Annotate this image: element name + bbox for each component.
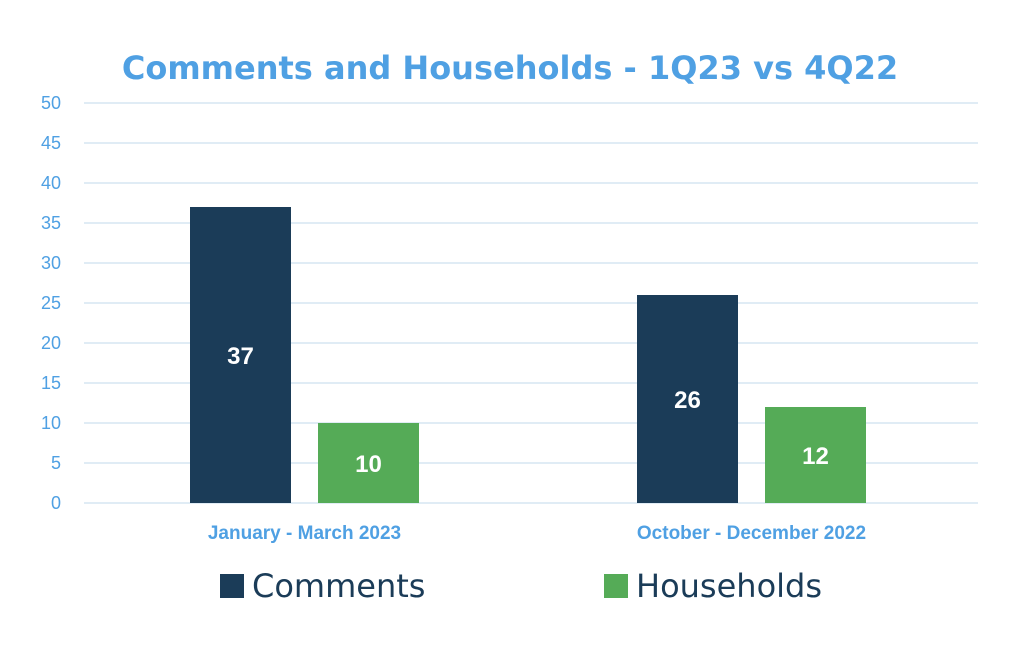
legend-label: Households (636, 567, 822, 605)
y-tick-label: 25 (41, 293, 61, 313)
bars (190, 207, 866, 503)
x-axis-ticks: January - March 2023 October - December 2… (208, 523, 866, 544)
bar-households-1 (765, 407, 866, 503)
y-tick-label: 50 (41, 93, 61, 113)
y-tick-label: 10 (41, 413, 61, 433)
legend-label: Comments (252, 567, 425, 605)
bar-comments-1 (637, 295, 738, 503)
data-label-comments-1: 26 (674, 387, 701, 414)
y-tick-label: 35 (41, 213, 61, 233)
y-tick-label: 30 (41, 253, 61, 273)
y-tick-label: 20 (41, 333, 61, 353)
y-tick-label: 40 (41, 173, 61, 193)
legend: Comments Households (220, 567, 822, 605)
data-label-households-0: 10 (355, 451, 382, 478)
legend-item-comments: Comments (220, 567, 425, 605)
y-tick-label: 0 (51, 493, 61, 513)
x-tick-label: January - March 2023 (208, 523, 401, 544)
legend-swatch (220, 574, 244, 598)
x-tick-label: October - December 2022 (637, 523, 866, 544)
chart-title: Comments and Households - 1Q23 vs 4Q22 (122, 49, 898, 87)
bar-households-0 (318, 423, 419, 503)
data-label-households-1: 12 (802, 443, 829, 470)
y-tick-label: 45 (41, 133, 61, 153)
y-tick-label: 15 (41, 373, 61, 393)
data-labels: 37 10 26 12 (227, 343, 829, 478)
legend-swatch (604, 574, 628, 598)
legend-item-households: Households (604, 567, 822, 605)
bar-comments-0 (190, 207, 291, 503)
data-label-comments-0: 37 (227, 343, 254, 370)
y-axis-ticks: 0 5 10 15 20 25 30 35 40 45 50 (41, 93, 61, 513)
y-tick-label: 5 (51, 453, 61, 473)
